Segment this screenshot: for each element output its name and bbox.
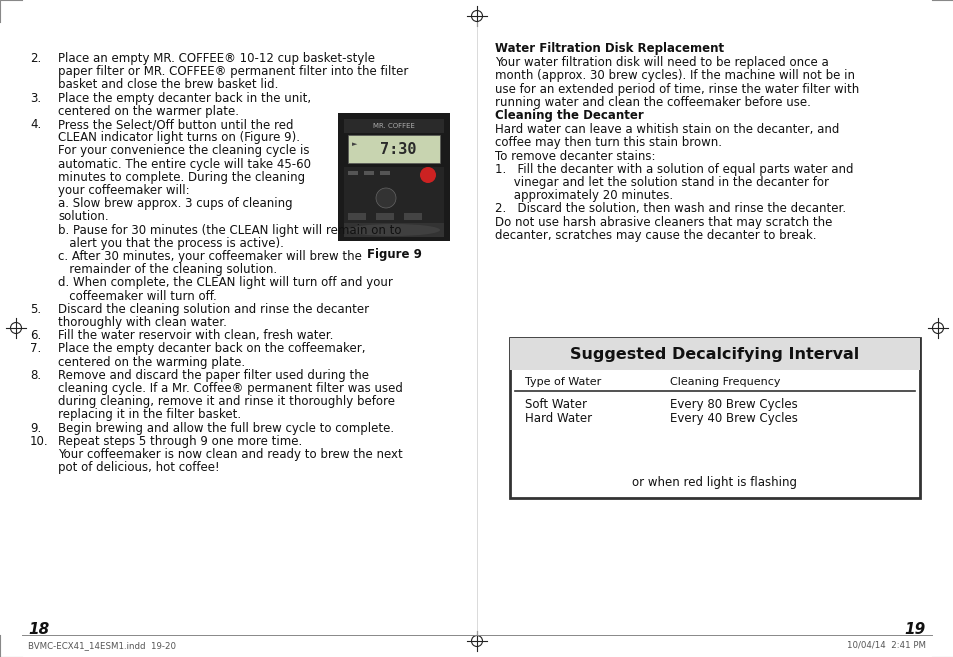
Bar: [403, 225, 421, 232]
Text: solution.: solution.: [58, 210, 109, 223]
Text: Remove and discard the paper filter used during the: Remove and discard the paper filter used…: [58, 369, 369, 382]
Text: ►: ►: [352, 141, 357, 147]
Text: Place the empty decanter back in the unit,: Place the empty decanter back in the uni…: [58, 91, 311, 104]
Text: Place an empty MR. COFFEE® 10-12 cup basket-style: Place an empty MR. COFFEE® 10-12 cup bas…: [58, 52, 375, 65]
Text: coffeemaker will turn off.: coffeemaker will turn off.: [58, 290, 216, 303]
Text: Place the empty decanter back on the coffeemaker,: Place the empty decanter back on the cof…: [58, 342, 365, 355]
Text: approximately 20 minutes.: approximately 20 minutes.: [495, 189, 673, 202]
Text: Cleaning Frequency: Cleaning Frequency: [669, 377, 780, 387]
Text: 9.: 9.: [30, 422, 41, 434]
Text: For your convenience the cleaning cycle is: For your convenience the cleaning cycle …: [58, 145, 309, 158]
Bar: [337, 113, 450, 241]
Text: c. After 30 minutes, your coffeemaker will brew the: c. After 30 minutes, your coffeemaker wi…: [58, 250, 361, 263]
Text: minutes to complete. During the cleaning: minutes to complete. During the cleaning: [58, 171, 305, 184]
Text: remainder of the cleaning solution.: remainder of the cleaning solution.: [58, 263, 276, 276]
Text: 6.: 6.: [30, 329, 41, 342]
Text: To remove decanter stains:: To remove decanter stains:: [495, 150, 655, 162]
Text: 7.: 7.: [30, 342, 41, 355]
Text: 7:30: 7:30: [379, 141, 416, 156]
Text: Do not use harsh abrasive cleaners that may scratch the: Do not use harsh abrasive cleaners that …: [495, 215, 832, 229]
Text: 1.   Fill the decanter with a solution of equal parts water and: 1. Fill the decanter with a solution of …: [495, 163, 853, 176]
Bar: [344, 119, 443, 133]
Bar: [510, 338, 919, 370]
Text: 19: 19: [903, 622, 925, 637]
Bar: [375, 213, 394, 220]
Bar: [344, 223, 443, 237]
Bar: [344, 167, 443, 232]
Text: b. Pause for 30 minutes (the CLEAN light will remain on to: b. Pause for 30 minutes (the CLEAN light…: [58, 223, 401, 237]
Bar: [364, 171, 374, 175]
Text: basket and close the brew basket lid.: basket and close the brew basket lid.: [58, 78, 278, 91]
Bar: [348, 135, 439, 163]
Text: MR. COFFEE: MR. COFFEE: [373, 123, 415, 129]
Bar: [348, 171, 357, 175]
Text: Hard water can leave a whitish stain on the decanter, and: Hard water can leave a whitish stain on …: [495, 124, 839, 136]
Text: Cleaning the Decanter: Cleaning the Decanter: [495, 109, 643, 122]
Text: 10.: 10.: [30, 435, 49, 448]
Text: 4.: 4.: [30, 118, 41, 131]
Text: Soft Water: Soft Water: [524, 398, 586, 411]
Text: BVMC-ECX41_14ESM1.indd  19-20: BVMC-ECX41_14ESM1.indd 19-20: [28, 641, 175, 650]
Bar: [379, 171, 390, 175]
Text: Repeat steps 5 through 9 one more time.: Repeat steps 5 through 9 one more time.: [58, 435, 302, 448]
Text: Your coffeemaker is now clean and ready to brew the next: Your coffeemaker is now clean and ready …: [58, 448, 402, 461]
Text: pot of delicious, hot coffee!: pot of delicious, hot coffee!: [58, 461, 219, 474]
Text: Discard the cleaning solution and rinse the decanter: Discard the cleaning solution and rinse …: [58, 303, 369, 316]
Text: automatic. The entire cycle will take 45-60: automatic. The entire cycle will take 45…: [58, 158, 311, 171]
Text: thoroughly with clean water.: thoroughly with clean water.: [58, 316, 227, 329]
Bar: [375, 225, 394, 232]
Text: Your water filtration disk will need to be replaced once a: Your water filtration disk will need to …: [495, 57, 828, 69]
Text: Begin brewing and allow the full brew cycle to complete.: Begin brewing and allow the full brew cy…: [58, 422, 394, 434]
Text: cleaning cycle. If a Mr. Coffee® permanent filter was used: cleaning cycle. If a Mr. Coffee® permane…: [58, 382, 402, 395]
Text: use for an extended period of time, rinse the water filter with: use for an extended period of time, rins…: [495, 83, 859, 96]
Bar: [348, 225, 366, 232]
Bar: [510, 338, 919, 498]
Ellipse shape: [348, 224, 439, 236]
Text: month (approx. 30 brew cycles). If the machine will not be in: month (approx. 30 brew cycles). If the m…: [495, 70, 854, 82]
Text: 5.: 5.: [30, 303, 41, 316]
Text: 3.: 3.: [30, 91, 41, 104]
Text: during cleaning, remove it and rinse it thoroughly before: during cleaning, remove it and rinse it …: [58, 396, 395, 408]
Text: Every 80 Brew Cycles: Every 80 Brew Cycles: [669, 398, 797, 411]
Text: alert you that the process is active).: alert you that the process is active).: [58, 237, 284, 250]
Text: coffee may then turn this stain brown.: coffee may then turn this stain brown.: [495, 137, 721, 149]
Text: your coffeemaker will:: your coffeemaker will:: [58, 184, 190, 197]
Text: CLEAN indicator light turns on (Figure 9).: CLEAN indicator light turns on (Figure 9…: [58, 131, 299, 144]
Text: 2.: 2.: [30, 52, 41, 65]
Text: 2.   Discard the solution, then wash and rinse the decanter.: 2. Discard the solution, then wash and r…: [495, 202, 845, 215]
Text: 18: 18: [28, 622, 50, 637]
Text: vinegar and let the solution stand in the decanter for: vinegar and let the solution stand in th…: [495, 176, 828, 189]
Bar: [348, 213, 366, 220]
Text: 10/04/14  2:41 PM: 10/04/14 2:41 PM: [846, 641, 925, 650]
Text: running water and clean the coffeemaker before use.: running water and clean the coffeemaker …: [495, 96, 810, 109]
Text: Press the Select/Off button until the red: Press the Select/Off button until the re…: [58, 118, 294, 131]
Text: replacing it in the filter basket.: replacing it in the filter basket.: [58, 409, 241, 421]
Text: Hard Water: Hard Water: [524, 412, 592, 425]
Text: Figure 9: Figure 9: [366, 248, 421, 261]
Text: or when red light is flashing: or when red light is flashing: [632, 476, 797, 489]
Text: Water Filtration Disk Replacement: Water Filtration Disk Replacement: [495, 42, 723, 55]
Text: Type of Water: Type of Water: [524, 377, 600, 387]
Text: centered on the warmer plate.: centered on the warmer plate.: [58, 105, 239, 118]
Text: d. When complete, the CLEAN light will turn off and your: d. When complete, the CLEAN light will t…: [58, 277, 393, 289]
Text: 8.: 8.: [30, 369, 41, 382]
Text: Fill the water reservoir with clean, fresh water.: Fill the water reservoir with clean, fre…: [58, 329, 333, 342]
Bar: [403, 213, 421, 220]
Text: centered on the warming plate.: centered on the warming plate.: [58, 355, 245, 369]
Text: decanter, scratches may cause the decanter to break.: decanter, scratches may cause the decant…: [495, 229, 816, 242]
Circle shape: [419, 167, 436, 183]
Text: a. Slow brew approx. 3 cups of cleaning: a. Slow brew approx. 3 cups of cleaning: [58, 197, 293, 210]
Circle shape: [375, 188, 395, 208]
Text: paper filter or MR. COFFEE® permanent filter into the filter: paper filter or MR. COFFEE® permanent fi…: [58, 65, 408, 78]
Text: Suggested Decalcifying Interval: Suggested Decalcifying Interval: [570, 346, 859, 361]
Text: Every 40 Brew Cycles: Every 40 Brew Cycles: [669, 412, 797, 425]
